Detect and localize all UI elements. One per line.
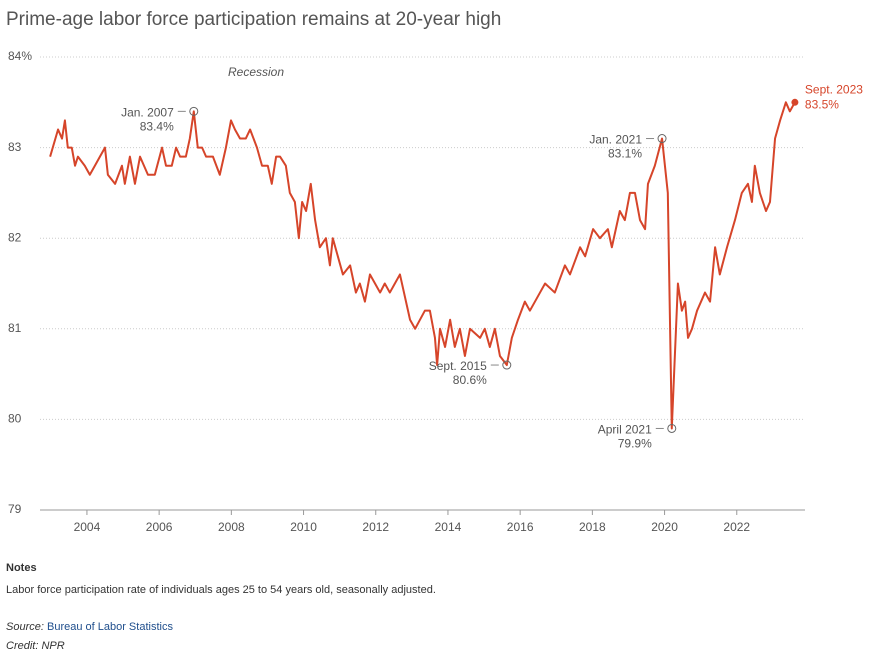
annotation-label: Jan. 2021 bbox=[589, 133, 642, 147]
x-tick-label: 2014 bbox=[435, 520, 462, 534]
annotation-value: 83.5% bbox=[805, 97, 839, 111]
y-tick-label: 84% bbox=[8, 49, 32, 63]
x-tick-label: 2004 bbox=[74, 520, 101, 534]
x-tick-label: 2008 bbox=[218, 520, 245, 534]
line bbox=[49, 101, 796, 430]
x-tick-label: 2012 bbox=[362, 520, 389, 534]
y-tick-label: 79 bbox=[8, 502, 22, 516]
y-tick-label: 81 bbox=[8, 321, 22, 335]
recession-label: Recession bbox=[228, 65, 284, 79]
end-point bbox=[791, 98, 799, 106]
x-tick-label: 2022 bbox=[723, 520, 750, 534]
x-tick-label: 2016 bbox=[507, 520, 534, 534]
annotation-value: 79.9% bbox=[618, 437, 652, 451]
source-label: Source: bbox=[6, 621, 44, 633]
annotation-label: Sept. 2015 bbox=[429, 359, 487, 373]
source-link[interactable]: Bureau of Labor Statistics bbox=[46, 621, 173, 633]
annotation-value: 80.6% bbox=[453, 373, 487, 387]
x-tick-label: 2020 bbox=[651, 520, 678, 534]
annotation-label: Sept. 2023 bbox=[805, 82, 863, 96]
annotation-label: Jan. 2007 bbox=[121, 106, 174, 120]
x-tick-label: 2006 bbox=[146, 520, 173, 534]
x-tick-label: 2018 bbox=[579, 520, 606, 534]
source-line: Source: Bureau of Labor Statistics bbox=[6, 621, 173, 633]
notes: Labor force participation rate of indivi… bbox=[6, 584, 436, 596]
notes-heading: Notes bbox=[6, 562, 37, 574]
annotation-value: 83.1% bbox=[608, 147, 642, 161]
chart: Prime-age labor force participation rema… bbox=[6, 9, 863, 534]
annotation-value: 83.4% bbox=[140, 120, 174, 134]
y-tick-label: 80 bbox=[8, 412, 22, 426]
credit: Credit: NPR bbox=[6, 640, 65, 652]
annotation-point bbox=[667, 423, 677, 433]
chart-title: Prime-age labor force participation rema… bbox=[6, 9, 501, 30]
y-tick-label: 82 bbox=[8, 230, 22, 244]
annotation-point bbox=[657, 134, 667, 144]
annotation-label: April 2021 bbox=[598, 423, 652, 437]
x-tick-label: 2010 bbox=[290, 520, 317, 534]
annotation-point bbox=[502, 360, 512, 370]
annotation-point bbox=[189, 106, 199, 116]
y-tick-label: 83 bbox=[8, 140, 22, 154]
